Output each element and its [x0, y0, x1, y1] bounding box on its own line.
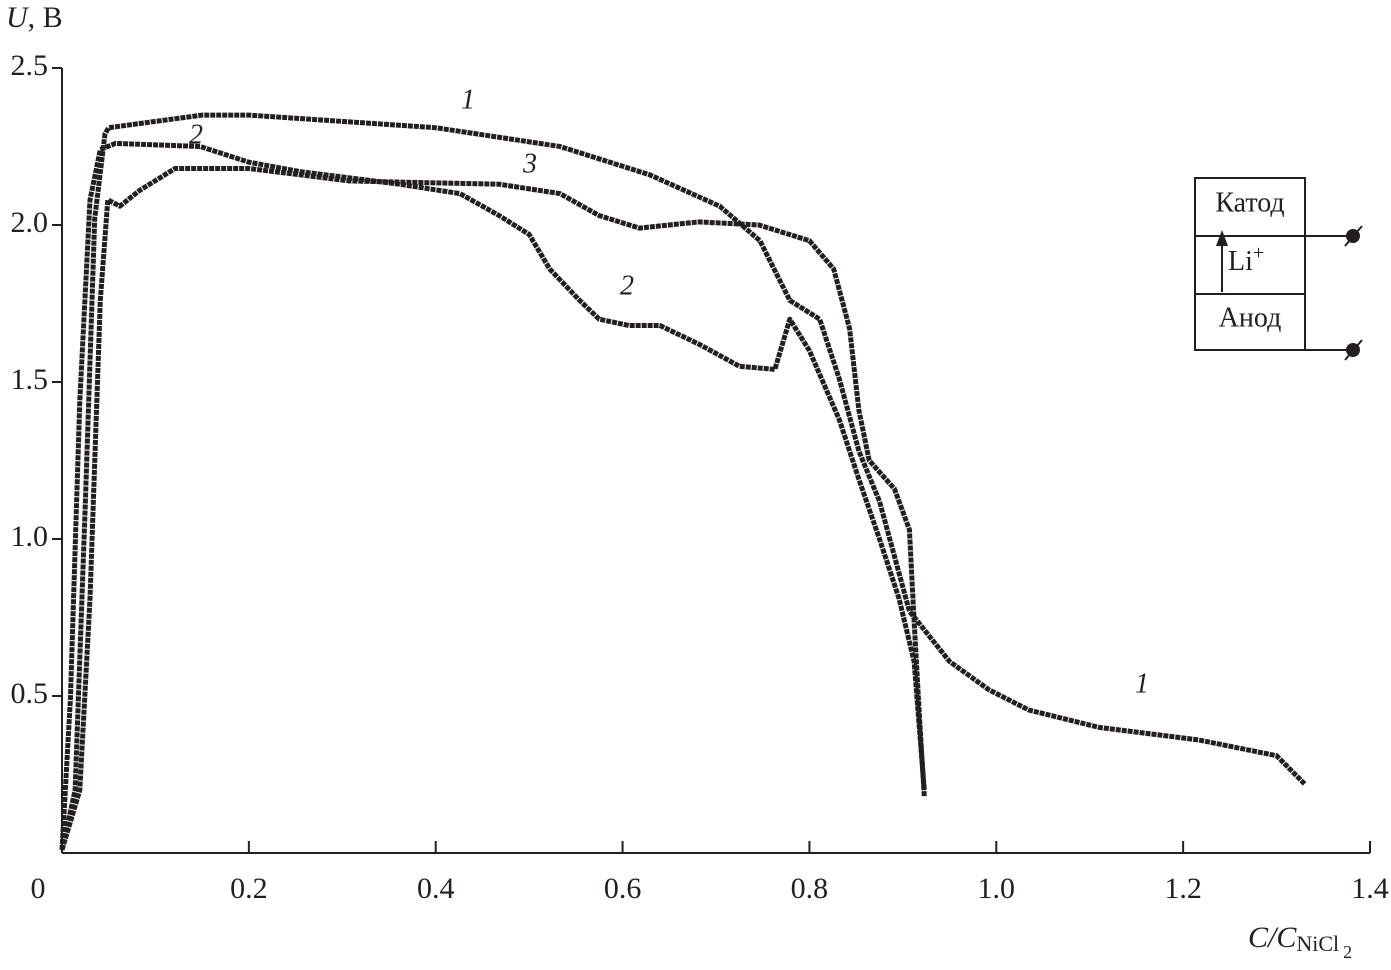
curve-label: 2 — [189, 119, 203, 150]
x-tick-label: 0.8 — [791, 872, 829, 905]
x-axis-label: C/CNiCl 2 — [1248, 921, 1352, 962]
series-line — [59, 166, 927, 851]
cathode-label: Катод — [1215, 187, 1284, 218]
x-label-sub: NiCl — [1296, 931, 1339, 956]
ion-symbol: Li — [1228, 246, 1253, 277]
curve-label: 1 — [1135, 668, 1149, 699]
ion-label: Li+ — [1228, 242, 1264, 278]
y-tick-label: 2.5 — [11, 49, 49, 82]
y-tick-label: 0.5 — [11, 677, 49, 710]
x-tick-label: 0.4 — [417, 872, 455, 905]
ion-charge: + — [1253, 242, 1264, 264]
x-tick-label: 0.2 — [230, 872, 268, 905]
series-line — [59, 140, 927, 851]
x-tick-label: 0 — [31, 872, 46, 905]
curve-label: 1 — [461, 84, 475, 115]
terminal-slash — [1344, 225, 1363, 247]
ion-arrow-head — [1216, 230, 1228, 246]
x-label-sub2: 2 — [1343, 942, 1352, 962]
inset-box — [1194, 177, 1306, 351]
y-tick-label: 2.0 — [11, 206, 49, 239]
x-tick-label: 1.2 — [1164, 872, 1202, 905]
y-tick-label: 1.0 — [11, 520, 49, 553]
terminal-slash — [1344, 339, 1363, 361]
inset: Катод Li+ Анод — [1194, 177, 1363, 361]
curve-label: 3 — [522, 148, 537, 179]
curve-label: 2 — [620, 270, 634, 301]
y-tick-label: 1.5 — [11, 363, 49, 396]
x-label-main: C/C — [1248, 921, 1297, 954]
x-tick-label: 0.6 — [604, 872, 642, 905]
y-label-symbol: U — [6, 1, 30, 34]
y-axis-label: U, В — [6, 1, 63, 34]
x-tick-label: 1.4 — [1351, 872, 1389, 905]
x-tick-label: 1.0 — [978, 872, 1016, 905]
y-label-unit: , В — [28, 1, 63, 34]
anode-label: Анод — [1219, 302, 1282, 333]
